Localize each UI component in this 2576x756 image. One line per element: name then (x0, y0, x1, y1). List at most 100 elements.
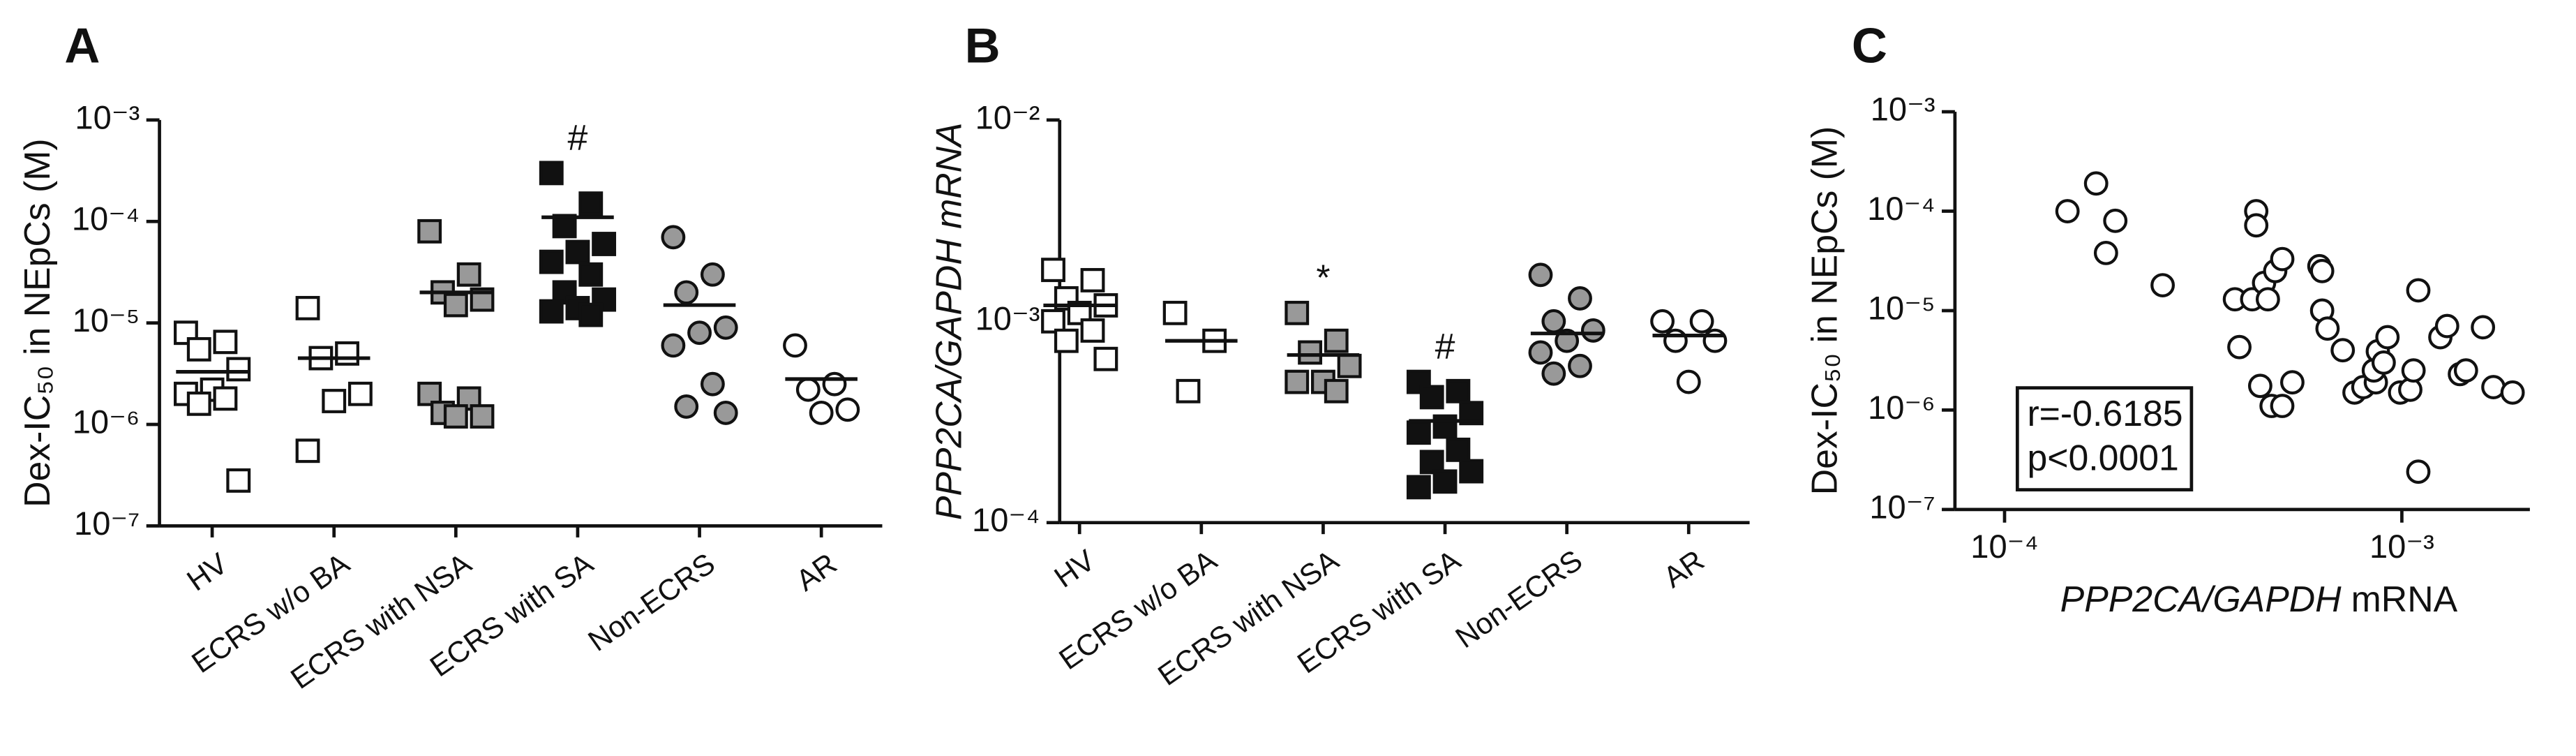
data-point (186, 391, 211, 416)
data-point (2103, 208, 2128, 233)
data-point (1285, 300, 1310, 325)
y-tick-label: 10⁻² (975, 98, 1040, 135)
data-point (2375, 325, 2400, 350)
data-point (1406, 475, 1431, 500)
data-point (1337, 353, 1362, 378)
data-point (1041, 258, 1065, 283)
data-point (213, 329, 238, 355)
x-tick-label: AR (790, 547, 842, 597)
x-tick-label: 10⁻³ (2369, 528, 2434, 565)
data-point (1324, 328, 1349, 353)
y-tick-label: 10⁻⁵ (1868, 289, 1935, 326)
significance-mark: * (1316, 257, 1330, 297)
annotation-box (2015, 386, 2194, 491)
data-point (1406, 420, 1431, 445)
data-point (1663, 328, 1688, 353)
data-point (2434, 313, 2459, 339)
data-point (1080, 267, 1105, 292)
data-point (2055, 199, 2080, 223)
data-point (2471, 315, 2496, 340)
panel-label: B (965, 17, 1001, 73)
data-point (539, 249, 564, 274)
y-axis-label: Dex-IC₅₀ in NEpCs (M) (1804, 126, 1844, 496)
data-point (661, 333, 686, 358)
data-point (213, 386, 238, 411)
significance-mark: # (1435, 326, 1455, 366)
y-tick-label: 10⁻³ (1871, 91, 1935, 128)
data-point (2315, 316, 2340, 341)
data-point (417, 218, 442, 244)
data-point (1093, 346, 1118, 371)
data-point (186, 336, 211, 362)
data-point (2401, 358, 2426, 383)
data-point (1555, 328, 1580, 353)
data-point (713, 315, 738, 340)
data-point (1568, 286, 1592, 311)
data-point (687, 320, 712, 346)
data-point (2406, 459, 2431, 484)
data-point (578, 191, 604, 216)
data-point (592, 232, 617, 256)
data-point (2227, 334, 2252, 360)
data-point (1176, 378, 1201, 403)
data-point (2398, 377, 2423, 402)
data-point (1054, 328, 1079, 353)
data-point (2371, 350, 2396, 375)
y-tick-label: 10⁻⁴ (972, 501, 1040, 538)
data-point (335, 341, 359, 366)
data-point (539, 299, 564, 324)
data-point (1324, 378, 1349, 403)
data-point (1676, 369, 1701, 394)
data-point (1285, 369, 1310, 394)
data-point (1650, 309, 1675, 334)
annotation: p<0.0001 (2027, 437, 2178, 477)
data-point (809, 401, 834, 425)
data-point (1459, 459, 1484, 484)
data-point (578, 262, 604, 287)
y-tick-label: 10⁻⁴ (1867, 190, 1935, 227)
data-point (470, 404, 495, 429)
data-point (700, 262, 725, 287)
data-point (674, 280, 699, 305)
data-point (226, 357, 251, 382)
data-point (1041, 309, 1065, 334)
data-point (347, 381, 373, 406)
data-point (835, 397, 860, 422)
data-point (1298, 340, 1323, 365)
data-point (2309, 258, 2335, 283)
data-point (456, 262, 481, 287)
x-tick-label: AR (1658, 544, 1710, 594)
data-point (2270, 394, 2295, 418)
data-point (2453, 358, 2478, 383)
data-point (2330, 338, 2356, 363)
data-point (661, 225, 686, 250)
x-axis-label-part: mRNA (2351, 579, 2458, 619)
annotation: r=-0.6185 (2027, 393, 2182, 433)
data-point (539, 161, 564, 186)
data-point (1446, 378, 1471, 403)
data-point (443, 292, 468, 318)
panel-label: A (64, 17, 100, 73)
data-point (2500, 380, 2525, 405)
data-point (322, 389, 347, 413)
x-tick-label: Non-ECRS (1449, 544, 1588, 655)
data-point (1446, 437, 1471, 462)
data-point (1080, 318, 1105, 343)
data-point (1702, 328, 1728, 353)
x-axis-label-part: PPP2CA/GAPDH (2060, 579, 2342, 619)
data-point (1419, 450, 1444, 475)
data-point (2255, 287, 2280, 312)
data-point (822, 371, 847, 396)
data-point (2279, 370, 2305, 395)
y-tick-label: 10⁻⁶ (1868, 389, 1935, 426)
data-point (565, 239, 590, 265)
y-tick-label: 10⁻⁴ (72, 200, 140, 237)
data-point (674, 394, 699, 419)
data-point (795, 377, 821, 402)
data-point (1528, 340, 1553, 365)
data-point (1162, 300, 1188, 325)
panel-label: C (1852, 17, 1887, 73)
x-tick-label: HV (1048, 543, 1101, 594)
x-tick-label: 10⁻⁴ (1970, 528, 2038, 565)
